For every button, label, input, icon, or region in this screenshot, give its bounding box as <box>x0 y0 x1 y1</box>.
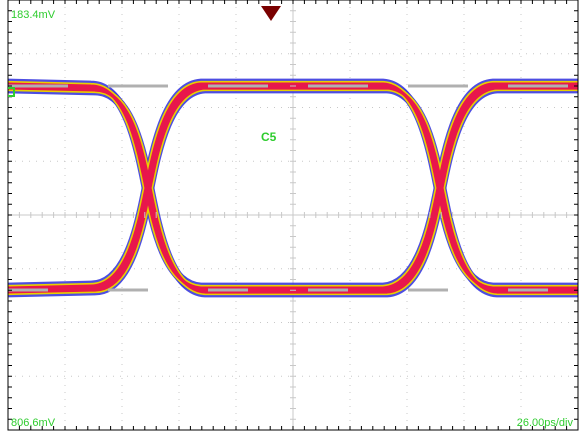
eye-trace <box>7 82 578 290</box>
screen-frame <box>7 0 579 431</box>
eye-trace <box>7 82 578 290</box>
screen-border <box>7 0 579 431</box>
trigger-marker-icon <box>261 6 281 21</box>
top-voltage-label: 183.4mV <box>11 9 56 21</box>
channel-label: C5 <box>261 130 277 144</box>
bottom-voltage-label: 806.6mV <box>11 417 56 429</box>
ground-level-marker-icon <box>8 87 15 97</box>
timebase-label: 26.00ps/div <box>516 417 573 429</box>
eye-trace <box>7 86 578 294</box>
eye-trace <box>7 86 578 294</box>
markers <box>8 6 281 97</box>
